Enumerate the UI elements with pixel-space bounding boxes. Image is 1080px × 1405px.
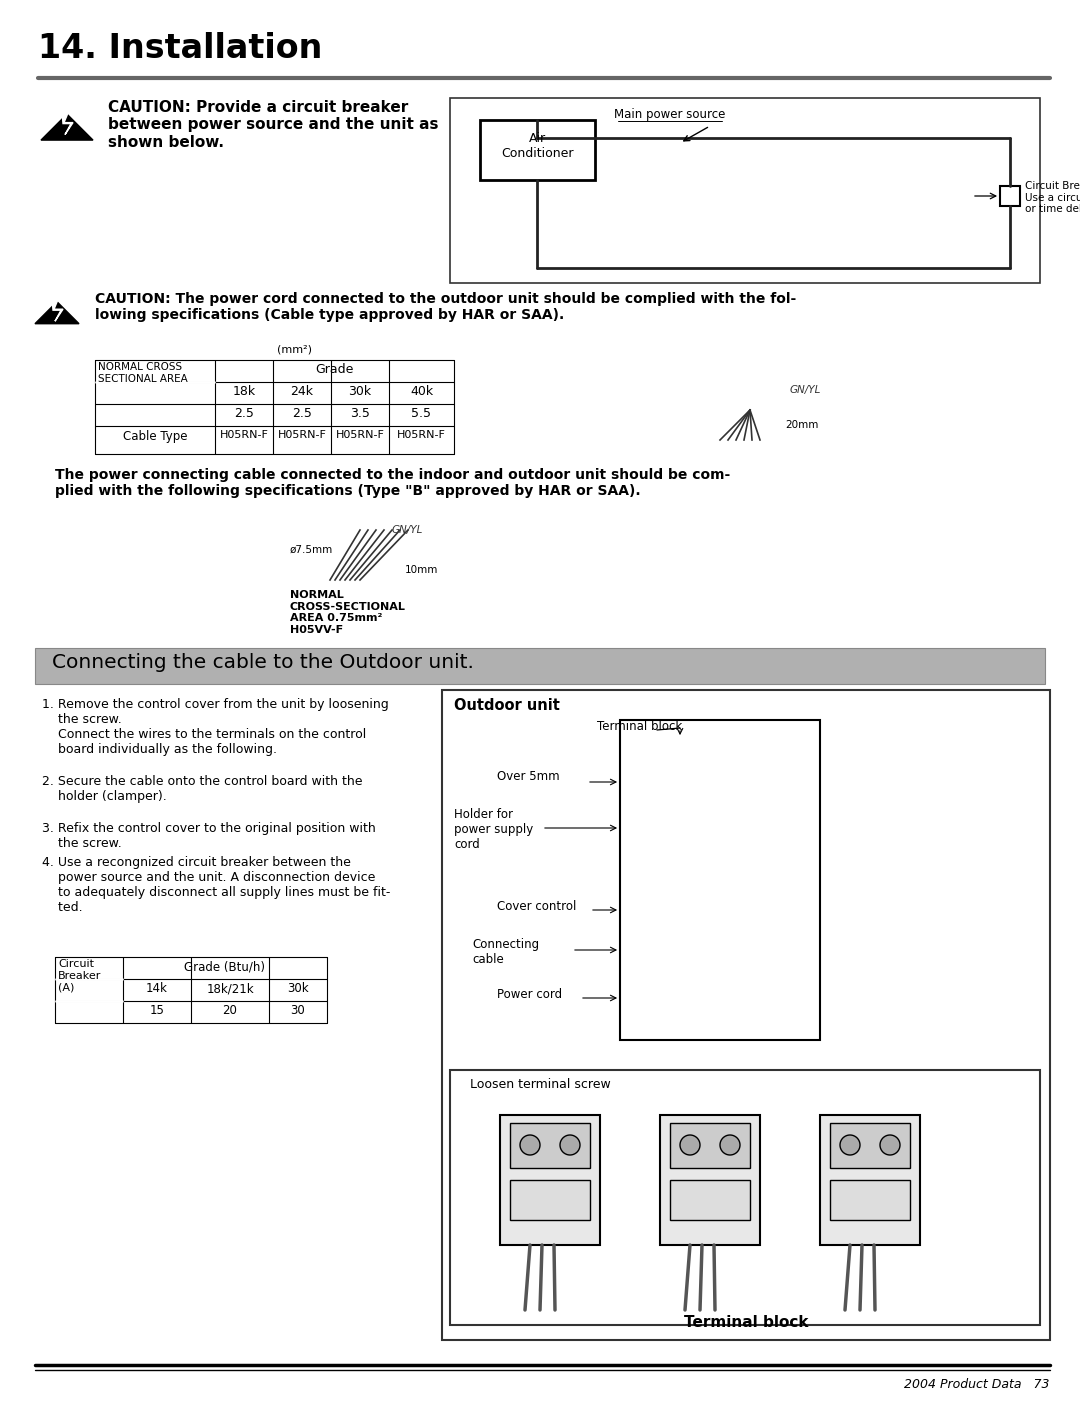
Text: 4. Use a recongnized circuit breaker between the
    power source and the unit. : 4. Use a recongnized circuit breaker bet… — [42, 856, 390, 915]
Polygon shape — [35, 302, 79, 323]
Text: NORMAL CROSS
SECTIONAL AREA: NORMAL CROSS SECTIONAL AREA — [98, 362, 188, 384]
Text: 2. Secure the cable onto the control board with the
    holder (clamper).: 2. Secure the cable onto the control boa… — [42, 776, 363, 804]
Text: Loosen terminal screw: Loosen terminal screw — [470, 1078, 611, 1092]
Text: 5.5: 5.5 — [411, 407, 432, 420]
Text: 2.5: 2.5 — [292, 407, 312, 420]
Text: 1. Remove the control cover from the unit by loosening
    the screw.
    Connec: 1. Remove the control cover from the uni… — [42, 698, 389, 756]
Polygon shape — [41, 114, 93, 140]
Bar — [1000, 185, 1020, 207]
Text: 18k: 18k — [232, 385, 256, 398]
Text: 2.5: 2.5 — [234, 407, 254, 420]
Polygon shape — [52, 298, 63, 322]
Text: Grade (Btu/h): Grade (Btu/h) — [185, 960, 266, 974]
Text: H05RN-F: H05RN-F — [336, 430, 384, 440]
Circle shape — [561, 1135, 580, 1155]
Text: H05RN-F: H05RN-F — [278, 430, 326, 440]
Text: Connecting
cable: Connecting cable — [472, 939, 539, 967]
Bar — [620, 719, 820, 1040]
Bar — [831, 1123, 910, 1168]
Bar — [670, 1180, 750, 1220]
Text: 2004 Product Data   73: 2004 Product Data 73 — [905, 1378, 1050, 1391]
Text: 30k: 30k — [349, 385, 372, 398]
Text: ø7.5mm: ø7.5mm — [291, 545, 334, 555]
Text: Terminal block: Terminal block — [684, 1315, 808, 1331]
Text: (mm²): (mm²) — [278, 344, 312, 354]
Text: CAUTION: The power cord connected to the outdoor unit should be complied with th: CAUTION: The power cord connected to the… — [95, 292, 796, 322]
Text: 30k: 30k — [287, 982, 309, 995]
Text: Power cord: Power cord — [497, 988, 562, 1000]
Text: 40k: 40k — [410, 385, 433, 398]
Text: 18k/21k: 18k/21k — [206, 982, 254, 995]
Circle shape — [680, 1135, 700, 1155]
Text: 24k: 24k — [291, 385, 313, 398]
Text: CAUTION: Provide a circuit breaker
between power source and the unit as
shown be: CAUTION: Provide a circuit breaker betwe… — [108, 100, 438, 150]
Circle shape — [880, 1135, 900, 1155]
Bar — [670, 1123, 750, 1168]
Text: 3. Refix the control cover to the original position with
    the screw.: 3. Refix the control cover to the origin… — [42, 822, 376, 850]
Bar — [442, 690, 1050, 1340]
Text: Air
Conditioner: Air Conditioner — [501, 132, 573, 160]
Bar — [450, 1071, 1040, 1325]
Bar — [510, 1180, 590, 1220]
Text: Circuit Breaker
Use a circuit breaker
or time delay fuse.: Circuit Breaker Use a circuit breaker or… — [1025, 181, 1080, 214]
Text: Grade: Grade — [315, 362, 353, 377]
Text: NORMAL
CROSS-SECTIONAL
AREA 0.75mm²
H05VV-F: NORMAL CROSS-SECTIONAL AREA 0.75mm² H05V… — [291, 590, 406, 635]
Text: Main power source: Main power source — [615, 108, 726, 121]
Text: Holder for
power supply
cord: Holder for power supply cord — [454, 808, 534, 851]
Bar — [831, 1180, 910, 1220]
Bar — [450, 98, 1040, 282]
Bar — [510, 1123, 590, 1168]
Bar — [500, 1116, 600, 1245]
Text: 14k: 14k — [146, 982, 167, 995]
Text: 30: 30 — [291, 1005, 306, 1017]
Text: Cover control: Cover control — [497, 901, 577, 913]
Circle shape — [519, 1135, 540, 1155]
Text: 15: 15 — [149, 1005, 164, 1017]
Text: 20: 20 — [222, 1005, 238, 1017]
Text: H05RN-F: H05RN-F — [219, 430, 269, 440]
Text: 20mm: 20mm — [785, 420, 819, 430]
Circle shape — [840, 1135, 860, 1155]
Text: The power connecting cable connected to the indoor and outdoor unit should be co: The power connecting cable connected to … — [55, 468, 730, 499]
Bar — [660, 1116, 760, 1245]
Text: 14. Installation: 14. Installation — [38, 32, 322, 65]
Bar — [35, 648, 1045, 684]
Text: H05RN-F: H05RN-F — [397, 430, 446, 440]
Polygon shape — [62, 111, 73, 135]
Text: Cable Type: Cable Type — [123, 430, 187, 443]
Text: Circuit
Breaker
(A): Circuit Breaker (A) — [58, 960, 102, 992]
Text: Outdoor unit: Outdoor unit — [454, 698, 559, 712]
Text: GN/YL: GN/YL — [789, 385, 822, 395]
Circle shape — [720, 1135, 740, 1155]
Text: 3.5: 3.5 — [350, 407, 370, 420]
Text: GN/YL: GN/YL — [392, 525, 423, 535]
Text: Over 5mm: Over 5mm — [497, 770, 559, 783]
Bar — [480, 119, 595, 180]
Bar — [820, 1116, 920, 1245]
Text: Connecting the cable to the Outdoor unit.: Connecting the cable to the Outdoor unit… — [52, 653, 474, 672]
Text: Terminal block: Terminal block — [597, 719, 683, 733]
Text: 10mm: 10mm — [405, 565, 438, 575]
